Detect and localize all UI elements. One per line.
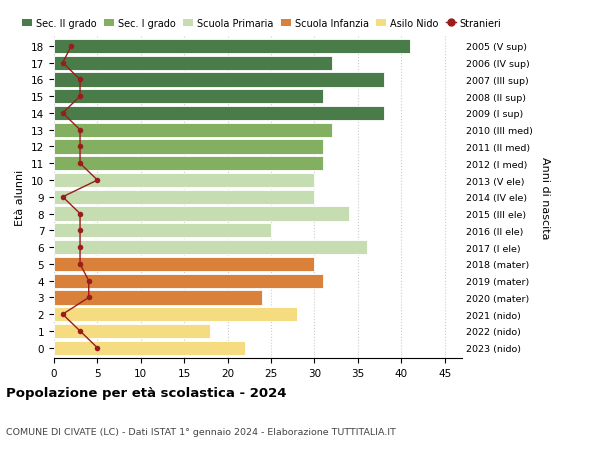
Bar <box>54 123 332 138</box>
Bar <box>54 308 297 322</box>
Y-axis label: Età alunni: Età alunni <box>16 169 25 225</box>
Point <box>75 160 85 168</box>
Point <box>75 328 85 335</box>
Point <box>75 210 85 218</box>
Point <box>58 311 67 318</box>
Bar <box>54 224 271 238</box>
Bar <box>54 174 314 188</box>
Point <box>84 277 94 285</box>
Bar <box>54 324 210 338</box>
Text: Popolazione per età scolastica - 2024: Popolazione per età scolastica - 2024 <box>6 386 287 399</box>
Bar <box>54 140 323 154</box>
Y-axis label: Anni di nascita: Anni di nascita <box>540 156 550 239</box>
Bar <box>54 190 314 204</box>
Bar <box>54 106 384 121</box>
Point <box>58 110 67 118</box>
Point <box>58 60 67 67</box>
Point <box>75 77 85 84</box>
Bar <box>54 291 262 305</box>
Point <box>75 93 85 101</box>
Point <box>67 43 76 50</box>
Bar <box>54 90 323 104</box>
Point <box>75 227 85 235</box>
Bar <box>54 241 367 255</box>
Bar <box>54 274 323 288</box>
Bar <box>54 341 245 355</box>
Point <box>75 244 85 251</box>
Bar <box>54 73 384 87</box>
Text: COMUNE DI CIVATE (LC) - Dati ISTAT 1° gennaio 2024 - Elaborazione TUTTITALIA.IT: COMUNE DI CIVATE (LC) - Dati ISTAT 1° ge… <box>6 427 396 436</box>
Point <box>84 294 94 302</box>
Bar <box>54 207 349 221</box>
Point <box>75 261 85 268</box>
Bar <box>54 257 314 271</box>
Bar <box>54 56 332 71</box>
Bar <box>54 157 323 171</box>
Point <box>75 144 85 151</box>
Point <box>92 177 102 185</box>
Point <box>75 127 85 134</box>
Legend: Sec. II grado, Sec. I grado, Scuola Primaria, Scuola Infanzia, Asilo Nido, Stran: Sec. II grado, Sec. I grado, Scuola Prim… <box>22 19 502 28</box>
Bar <box>54 39 410 54</box>
Point <box>58 194 67 201</box>
Point <box>92 344 102 352</box>
